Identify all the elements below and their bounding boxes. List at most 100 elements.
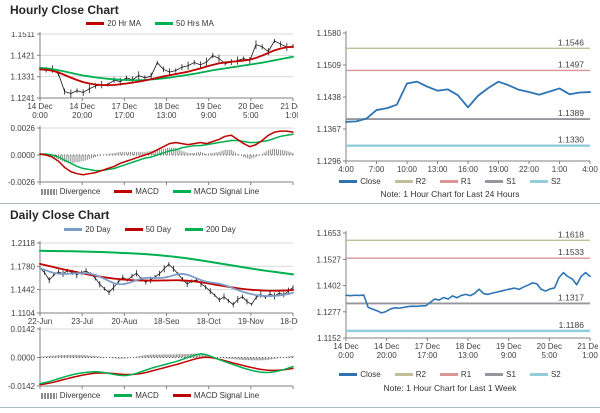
line-swatch-icon — [114, 190, 133, 193]
svg-text:14 Dec: 14 Dec — [374, 342, 399, 351]
line-swatch-icon — [485, 180, 504, 183]
legend-item: 50 Hrs MA — [155, 19, 214, 28]
svg-text:17:00: 17:00 — [417, 351, 438, 360]
legend-item: S2 — [529, 177, 561, 186]
bars-swatch-icon — [40, 188, 57, 195]
legend-label: R1 — [460, 177, 472, 186]
legend-item: S2 — [529, 370, 561, 379]
svg-text:1:00: 1:00 — [285, 111, 298, 120]
svg-text:1.1152: 1.1152 — [317, 334, 341, 343]
legend-item: S1 — [485, 370, 516, 379]
svg-text:22:00: 22:00 — [519, 165, 540, 174]
svg-text:13:00: 13:00 — [458, 351, 479, 360]
legend-label: Close — [360, 370, 381, 379]
legend-item: R1 — [439, 370, 472, 379]
svg-text:1.1241: 1.1241 — [11, 94, 36, 103]
svg-text:22-Jun: 22-Jun — [28, 317, 52, 324]
svg-text:21 Dec: 21 Dec — [280, 102, 298, 111]
legend-item: MACD Signal Line — [172, 391, 260, 400]
svg-text:14 Dec: 14 Dec — [333, 342, 358, 351]
svg-text:1.1104: 1.1104 — [11, 309, 35, 318]
legend-label: 20 Hr MA — [107, 19, 141, 28]
svg-text:20 Dec: 20 Dec — [537, 342, 562, 351]
svg-text:1.1317: 1.1317 — [558, 292, 584, 302]
line-swatch-icon — [114, 394, 133, 397]
svg-text:9:00: 9:00 — [501, 351, 517, 360]
svg-text:1.1653: 1.1653 — [317, 229, 342, 238]
daily-chart-title: Daily Close Chart — [10, 208, 110, 222]
legend-item: Close — [339, 370, 381, 379]
line-swatch-icon — [172, 190, 191, 193]
svg-text:17:00: 17:00 — [114, 111, 135, 120]
svg-text:0:00: 0:00 — [32, 111, 48, 120]
legend-label: S1 — [506, 370, 516, 379]
line-swatch-icon — [184, 228, 203, 231]
svg-text:20:00: 20:00 — [377, 351, 398, 360]
line-swatch-icon — [394, 180, 413, 183]
svg-text:19 Dec: 19 Dec — [496, 342, 521, 351]
svg-text:0.0000: 0.0000 — [11, 151, 36, 160]
svg-text:16:00: 16:00 — [458, 165, 479, 174]
svg-text:1.1277: 1.1277 — [317, 308, 342, 317]
line-swatch-icon — [439, 373, 458, 376]
svg-text:-0.0142: -0.0142 — [8, 382, 36, 391]
svg-text:1.1509: 1.1509 — [317, 61, 342, 70]
svg-text:1.1402: 1.1402 — [317, 282, 342, 291]
hourly-chart-title: Hourly Close Chart — [10, 3, 119, 17]
svg-text:1.1580: 1.1580 — [317, 29, 342, 38]
note-1w: Note: 1 Hour Chart for Last 1 Week — [383, 383, 517, 393]
hourly-macd-chart: 0.0026 0.0000 -0.0026 — [8, 124, 294, 187]
svg-text:20-Aug: 20-Aug — [111, 317, 137, 324]
legend-item: MACD — [114, 391, 159, 400]
legend-item: R1 — [439, 177, 472, 186]
line-swatch-icon — [86, 22, 105, 25]
svg-text:1.1330: 1.1330 — [558, 135, 584, 145]
svg-text:0.0026: 0.0026 — [11, 124, 36, 133]
svg-text:1:00: 1:00 — [582, 351, 598, 360]
svg-text:0.0142: 0.0142 — [11, 325, 36, 334]
svg-text:1.1438: 1.1438 — [317, 93, 342, 102]
bars-swatch-icon — [40, 392, 57, 399]
line-swatch-icon — [339, 180, 358, 183]
line-swatch-icon — [439, 180, 458, 183]
svg-text:1:00: 1:00 — [552, 165, 568, 174]
svg-text:18-Oct: 18-Oct — [197, 317, 222, 324]
svg-text:1.1618: 1.1618 — [558, 229, 584, 239]
legend-label: 50 Hrs MA — [176, 19, 214, 28]
daily-macd-chart: 0.0142 0.0000 -0.0142 — [8, 325, 294, 391]
svg-text:1.1511: 1.1511 — [11, 32, 35, 39]
legend-item: 50 Day — [124, 225, 171, 234]
legend-item: 200 Day — [184, 225, 236, 234]
svg-text:1.1389: 1.1389 — [558, 108, 584, 118]
hourly-macd-legend: Divergence MACD MACD Signal Line — [0, 187, 300, 196]
svg-text:23-Jul: 23-Jul — [71, 317, 93, 324]
legend-label: 200 Day — [205, 225, 236, 234]
svg-text:1.1331: 1.1331 — [11, 73, 36, 82]
svg-text:18-Sep: 18-Sep — [154, 317, 180, 324]
legend-label: 50 Day — [145, 225, 171, 234]
legend-item: MACD — [114, 187, 159, 196]
svg-text:13:00: 13:00 — [156, 111, 177, 120]
svg-text:5:00: 5:00 — [243, 111, 259, 120]
line-swatch-icon — [64, 228, 83, 231]
svg-text:-0.0026: -0.0026 — [8, 178, 36, 187]
svg-text:0.0000: 0.0000 — [11, 354, 36, 363]
pivot-legend-24h: Close R2 R1 S1 S2 — [300, 177, 600, 186]
legend-label: S1 — [506, 177, 516, 186]
svg-text:1.1367: 1.1367 — [317, 125, 342, 134]
svg-text:10:00: 10:00 — [397, 165, 418, 174]
legend-label: S2 — [550, 177, 561, 186]
line-swatch-icon — [172, 394, 191, 397]
svg-text:18 Dec: 18 Dec — [154, 102, 179, 111]
legend-label: MACD Signal Line — [193, 391, 260, 400]
legend-label: R1 — [460, 370, 472, 379]
svg-text:9:00: 9:00 — [201, 111, 217, 120]
legend-item: Divergence — [40, 187, 100, 196]
svg-text:7:00: 7:00 — [369, 165, 385, 174]
svg-text:19 Dec: 19 Dec — [196, 102, 221, 111]
legend-label: MACD — [135, 187, 159, 196]
